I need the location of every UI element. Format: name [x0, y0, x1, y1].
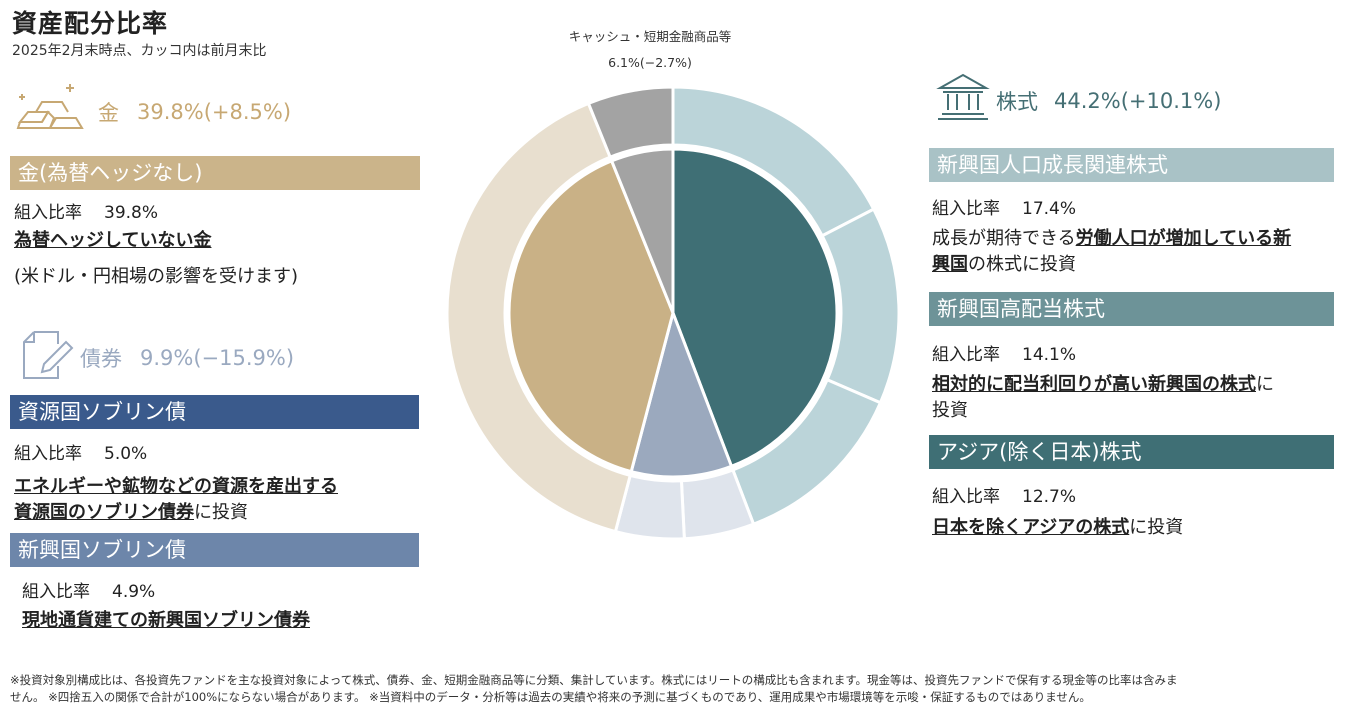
gold-band: 金(為替ヘッジなし)	[10, 156, 420, 190]
cash-annotation-label: キャッシュ・短期金融商品等	[568, 29, 732, 44]
cash-annotation-value: 6.1%(−2.7%)	[608, 55, 692, 70]
equity-dividend-ratio-row: 組入比率 14.1%	[932, 345, 1077, 365]
outer-ring-slice-6	[586, 85, 675, 160]
gold-description: 為替ヘッジしていない金	[14, 230, 212, 251]
equity-band-dividend: 新興国高配当株式	[929, 292, 1334, 326]
bond-label: 債券	[80, 346, 122, 371]
footnote: ※投資対象別構成比は、各投資先ファンドを主な投資対象によって株式、債券、金、短期…	[10, 672, 1340, 706]
bond-em-ratio-row: 組入比率 4.9%	[22, 582, 156, 602]
equity-asia-ratio-row: 組入比率 12.7%	[932, 487, 1077, 507]
cash-annotation: キャッシュ・短期金融商品等 6.1%(−2.7%)	[540, 24, 760, 76]
equity-band-population: 新興国人口成長関連株式	[929, 148, 1334, 182]
equity-band-asia: アジア(除く日本)株式	[929, 435, 1334, 469]
ratio-value: 39.8%	[104, 203, 159, 223]
gold-percent: 39.8%(+8.5%)	[137, 99, 292, 124]
page-subtitle: 2025年2月末時点、カッコ内は前月末比	[12, 43, 267, 59]
equity-population-ratio-row: 組入比率 17.4%	[932, 199, 1077, 219]
footnote-line-1: ※投資対象別構成比は、各投資先ファンドを主な投資対象によって株式、債券、金、短期…	[10, 673, 1178, 687]
bond-resource-description: エネルギーや鉱物などの資源を産出する 資源国のソブリン債券に投資	[14, 476, 338, 523]
footnote-line-2: せん。 ※四捨五入の関係で合計が100%にならない場合があります。 ※当資料中の…	[10, 690, 1091, 704]
bond-resource-ratio-row: 組入比率 5.0%	[14, 444, 148, 464]
gold-label: 金	[98, 100, 119, 125]
gold-bar-icon	[14, 84, 88, 139]
outer-ring-slice-5	[445, 101, 633, 534]
gold-header: 金 39.8%(+8.5%)	[14, 84, 291, 139]
bond-em-description: 現地通貨建ての新興国ソブリン債券	[22, 610, 310, 631]
gold-note: (米ドル・円相場の影響を受けます)	[14, 266, 299, 287]
equity-dividend-description: 相対的に配当利回りが高い新興国の株式に 投資	[932, 374, 1274, 421]
inner-pie-slice-1	[629, 308, 734, 479]
bank-building-icon	[936, 72, 990, 129]
inner-pie-slice-2	[507, 158, 675, 474]
bond-percent: 9.9%(−15.9%)	[140, 345, 295, 370]
page-title: 資産配分比率	[12, 9, 169, 38]
equity-header: 株式 44.2%(+10.1%)	[936, 72, 1221, 129]
inner-pie-slice-3	[609, 147, 675, 314]
document-pen-icon	[20, 330, 76, 385]
bond-band-em: 新興国ソブリン債	[10, 533, 419, 567]
bond-header: 債券 9.9%(−15.9%)	[20, 330, 294, 385]
bond-band-resource: 資源国ソブリン債	[10, 395, 419, 429]
equity-percent: 44.2%(+10.1%)	[1054, 88, 1222, 113]
equity-label: 株式	[996, 89, 1038, 114]
allocation-donut-chart	[445, 85, 901, 541]
equity-population-description: 成長が期待できる労働人口が増加している新 興国の株式に投資	[932, 228, 1292, 275]
ratio-label: 組入比率	[14, 203, 82, 223]
equity-asia-description: 日本を除くアジアの株式に投資	[932, 517, 1184, 538]
gold-ratio-row: 組入比率 39.8%	[14, 198, 158, 223]
inner-pie-slice-0	[671, 147, 839, 469]
